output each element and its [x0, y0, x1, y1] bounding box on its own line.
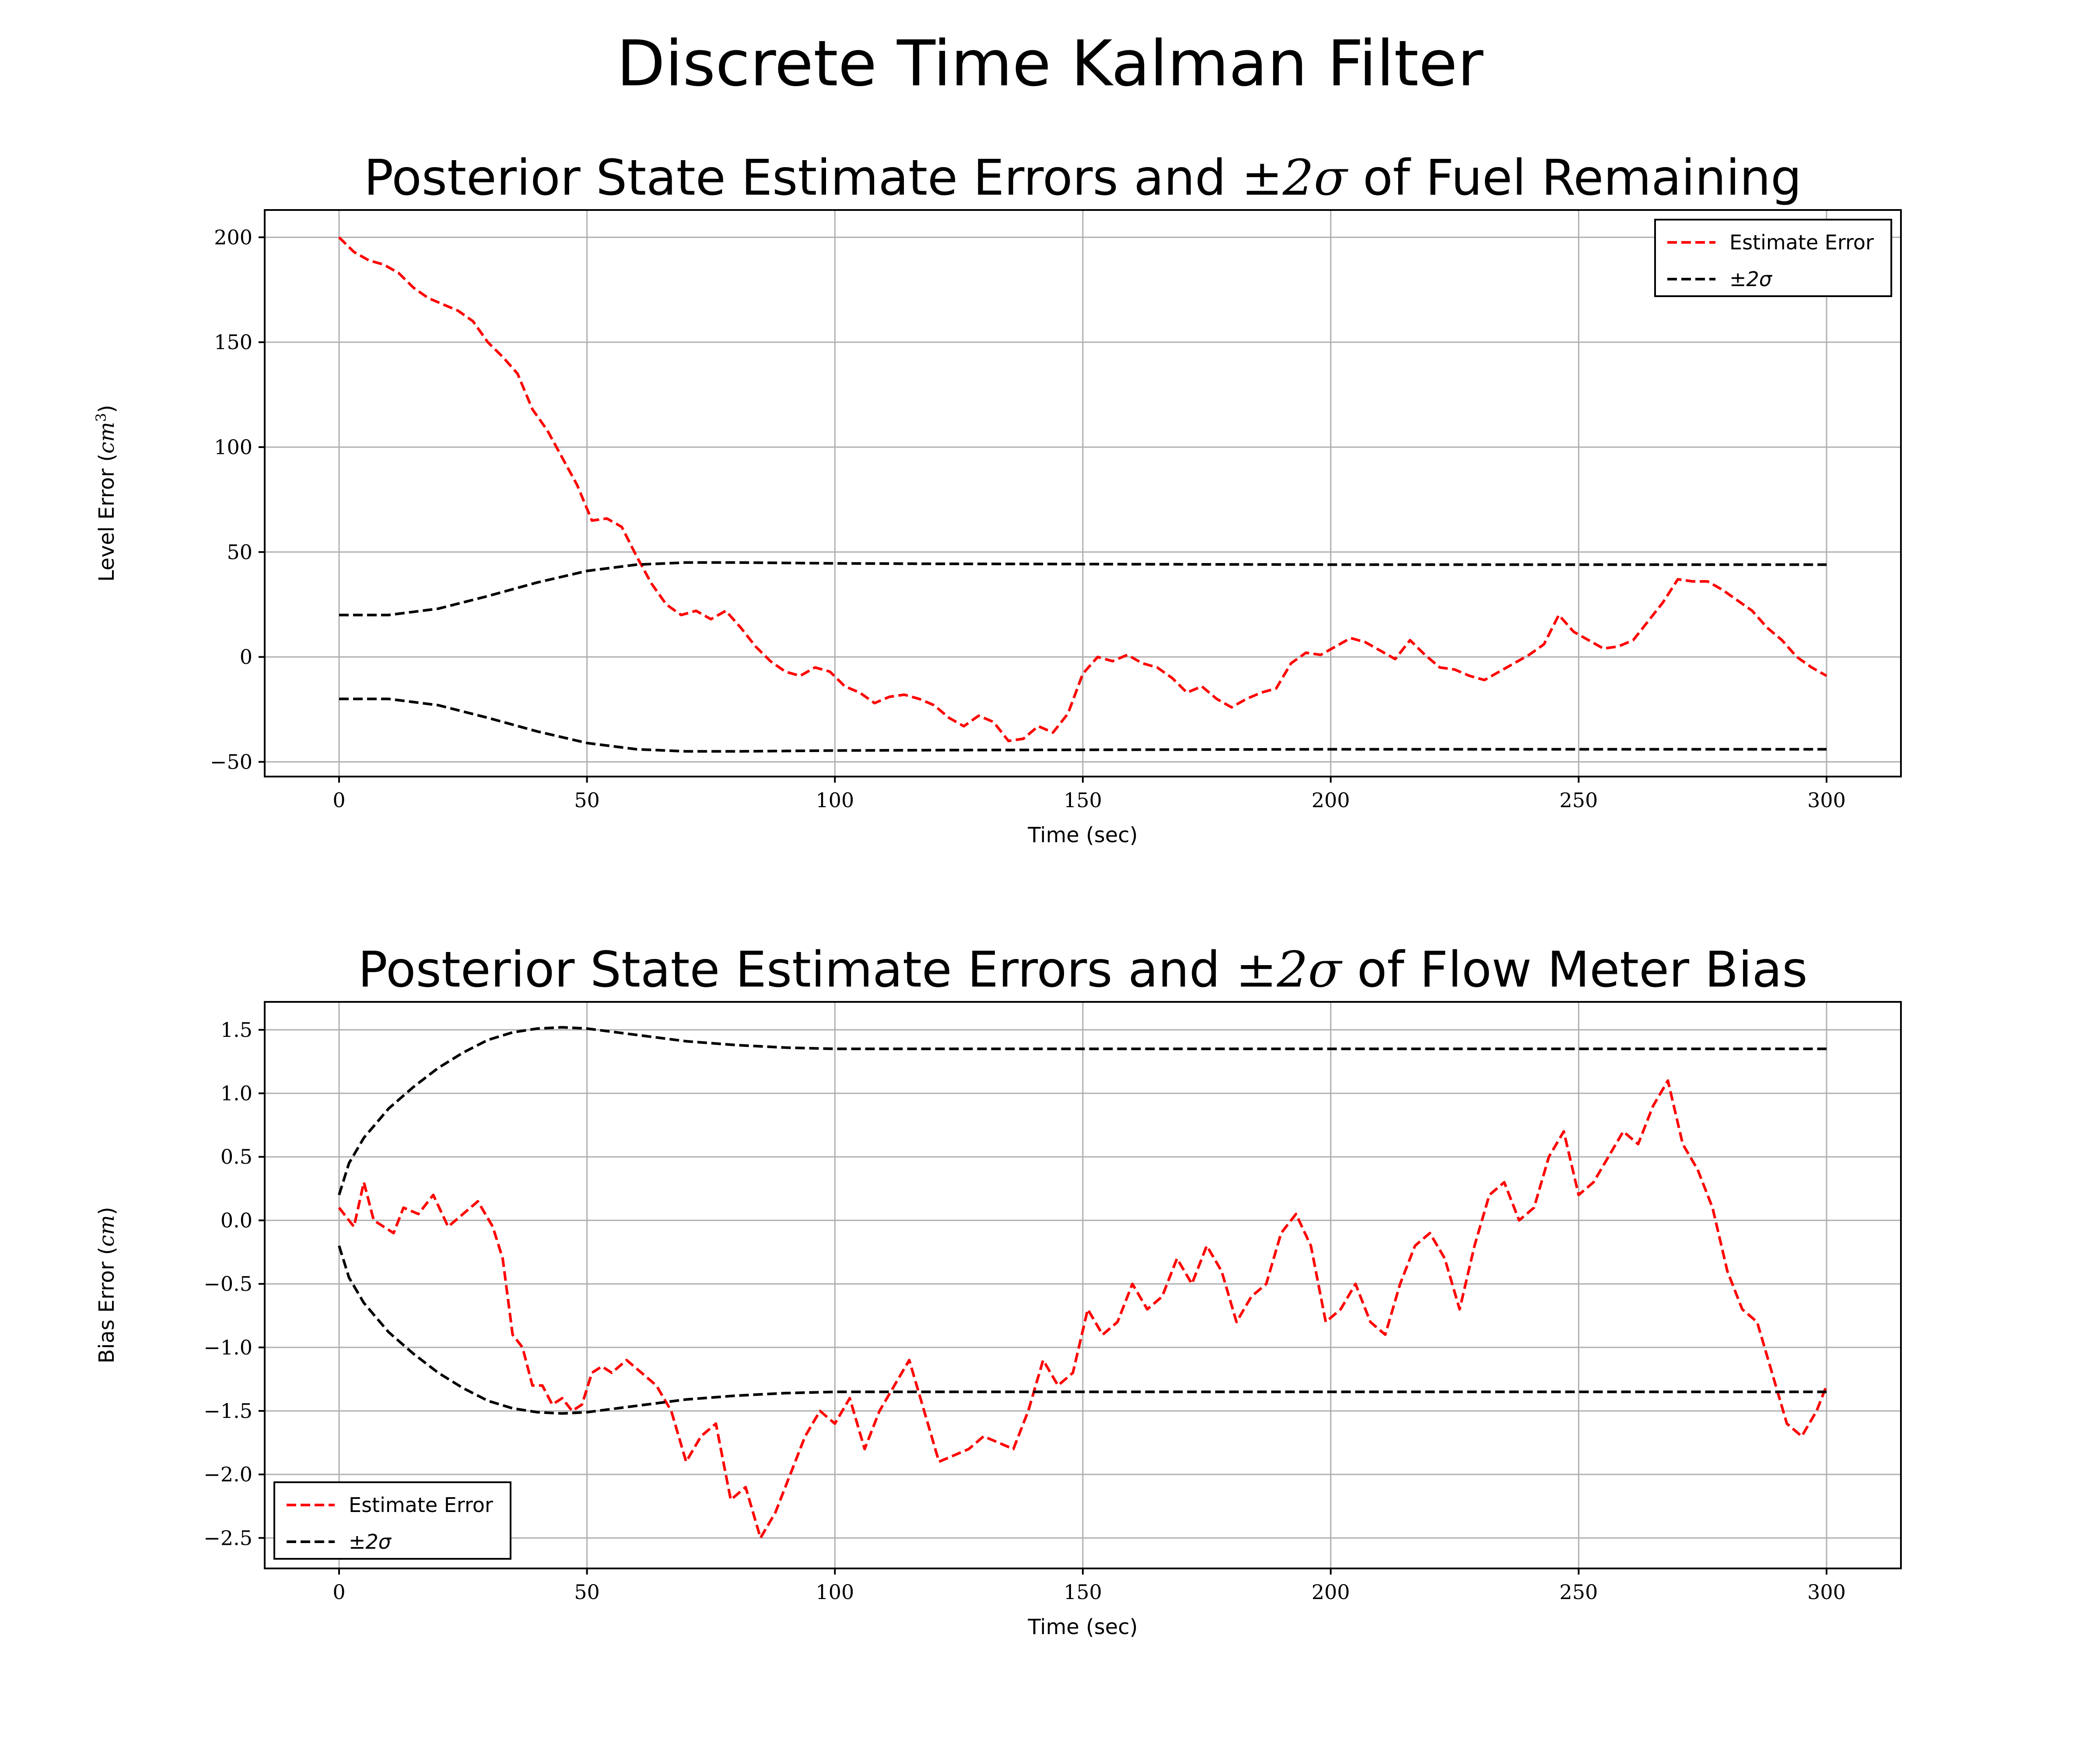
axes-frame	[264, 1001, 1902, 1569]
x-tick-label: 0	[332, 788, 345, 812]
x-tick-label: 0	[332, 1580, 345, 1604]
legend-box	[1654, 219, 1892, 297]
x-tick-label: 200	[1312, 788, 1350, 812]
y-tick-label: 200	[214, 225, 252, 249]
plot-title: Posterior State Estimate Errors and ±2σ …	[364, 150, 1802, 206]
x-tick-label: 100	[816, 1580, 854, 1604]
x-tick-label: 300	[1807, 788, 1846, 812]
x-tick-label: 50	[574, 1580, 600, 1604]
x-tick-label: 150	[1064, 1580, 1102, 1604]
x-tick-label: 300	[1807, 1580, 1846, 1604]
estimate-error-line	[338, 1079, 1828, 1540]
y-tick-label: −2.0	[203, 1463, 252, 1486]
plot-title: Posterior State Estimate Errors and ±2σ …	[358, 942, 1807, 998]
legend: Estimate Error ±2σ	[273, 1481, 511, 1560]
y-tick-label: −0.5	[203, 1272, 252, 1296]
plot-title-suffix: of Fuel Remaining	[1347, 150, 1802, 206]
plus-2sigma-line	[339, 561, 1827, 616]
y-tick-label: 1.0	[220, 1082, 252, 1105]
y-axis-label-text: Level Error (	[94, 454, 119, 582]
legend-box	[273, 1481, 511, 1560]
minus-2sigma-line	[339, 697, 1827, 753]
y-tick-label: 0.5	[220, 1145, 252, 1169]
axes-frame	[264, 209, 1902, 777]
y-tick-label: 50	[227, 540, 252, 564]
estimate-error-line	[338, 236, 1827, 742]
legend-label: ±2σ	[1729, 267, 1773, 291]
y-tick-label: 0.0	[220, 1208, 252, 1232]
y-tick-label: 100	[214, 435, 252, 459]
y-axis-label-unit: cm	[94, 1215, 119, 1246]
x-tick-label: 150	[1064, 788, 1102, 812]
plot-title-prefix: Posterior State Estimate Errors and	[364, 150, 1242, 206]
x-tick-label: 250	[1559, 1580, 1598, 1604]
y-tick-label: −1.0	[203, 1336, 252, 1359]
x-axis-label: Time (sec)	[1027, 823, 1138, 847]
plot-title-math: ±2σ	[1242, 150, 1348, 206]
flow-meter-bias-plot: Posterior State Estimate Errors and ±2σ …	[94, 942, 1902, 1639]
fuel-remaining-plot: Posterior State Estimate Errors and ±2σ …	[93, 150, 1902, 847]
y-axis-label-end: )	[94, 405, 119, 413]
plot-title-suffix: of Flow Meter Bias	[1341, 942, 1807, 998]
y-tick-label: 0	[240, 645, 252, 669]
legend: Estimate Error ±2σ	[1654, 219, 1892, 297]
figure-title: Discrete Time Kalman Filter	[616, 27, 1484, 100]
legend-label: Estimate Error	[349, 1493, 493, 1517]
y-axis-label: Level Error (cm3)	[93, 405, 119, 581]
legend-label: ±2σ	[349, 1530, 392, 1554]
x-tick-label: 100	[816, 788, 854, 812]
x-tick-label: 200	[1312, 1580, 1350, 1604]
x-tick-label: 50	[574, 788, 600, 812]
y-axis-label-text: Bias Error (	[94, 1247, 119, 1364]
y-axis-label: Bias Error (cm)	[94, 1207, 119, 1363]
y-axis-label-unit: cm	[94, 422, 119, 453]
y-axis-label-end: )	[94, 1207, 119, 1215]
y-axis-label-exponent: 3	[93, 413, 109, 422]
y-tick-label: −1.5	[203, 1399, 252, 1423]
minus-2sigma-line	[338, 1245, 1827, 1415]
plot-title-math: ±2σ	[1236, 942, 1343, 998]
plot-title-prefix: Posterior State Estimate Errors and	[358, 942, 1236, 998]
y-tick-label: −50	[210, 750, 252, 774]
plus-2sigma-line	[338, 1026, 1827, 1196]
x-tick-label: 250	[1559, 788, 1598, 812]
y-tick-label: −2.5	[203, 1526, 252, 1550]
x-axis-label: Time (sec)	[1027, 1615, 1138, 1639]
y-tick-label: 150	[214, 330, 252, 354]
y-tick-label: 1.5	[220, 1018, 252, 1042]
legend-label: Estimate Error	[1729, 231, 1874, 254]
